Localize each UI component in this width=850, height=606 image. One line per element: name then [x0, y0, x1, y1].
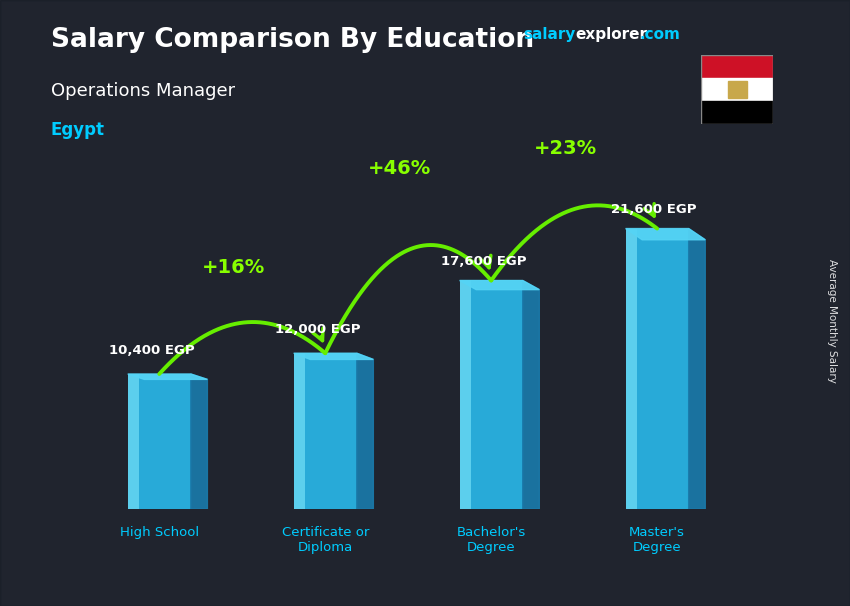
Bar — [460, 281, 523, 509]
Polygon shape — [190, 374, 207, 509]
Text: 17,600 EGP: 17,600 EGP — [441, 255, 527, 267]
Polygon shape — [128, 374, 207, 379]
Polygon shape — [294, 353, 373, 359]
Bar — [701, 78, 774, 101]
Text: 21,600 EGP: 21,600 EGP — [610, 202, 696, 216]
Polygon shape — [626, 228, 706, 240]
Bar — [701, 101, 774, 124]
Bar — [128, 374, 190, 509]
Text: Average Monthly Salary: Average Monthly Salary — [827, 259, 837, 383]
Text: +46%: +46% — [368, 159, 432, 178]
Text: +16%: +16% — [202, 258, 265, 276]
Bar — [626, 228, 637, 509]
Bar — [728, 81, 747, 98]
Text: Operations Manager: Operations Manager — [51, 82, 235, 100]
Polygon shape — [688, 228, 705, 509]
Text: salary: salary — [523, 27, 575, 42]
Bar — [460, 281, 471, 509]
Bar — [294, 353, 305, 509]
Text: +23%: +23% — [535, 139, 598, 158]
Text: Egypt: Egypt — [51, 121, 105, 139]
Bar — [294, 353, 357, 509]
Text: .com: .com — [639, 27, 680, 42]
Polygon shape — [357, 353, 373, 509]
Bar — [701, 55, 774, 78]
Bar — [626, 228, 689, 509]
Polygon shape — [460, 281, 539, 290]
Text: explorer: explorer — [575, 27, 648, 42]
Text: Salary Comparison By Education: Salary Comparison By Education — [51, 27, 534, 53]
Bar — [128, 374, 139, 509]
Text: 12,000 EGP: 12,000 EGP — [275, 324, 361, 336]
Text: 10,400 EGP: 10,400 EGP — [110, 344, 196, 357]
Polygon shape — [523, 281, 539, 509]
